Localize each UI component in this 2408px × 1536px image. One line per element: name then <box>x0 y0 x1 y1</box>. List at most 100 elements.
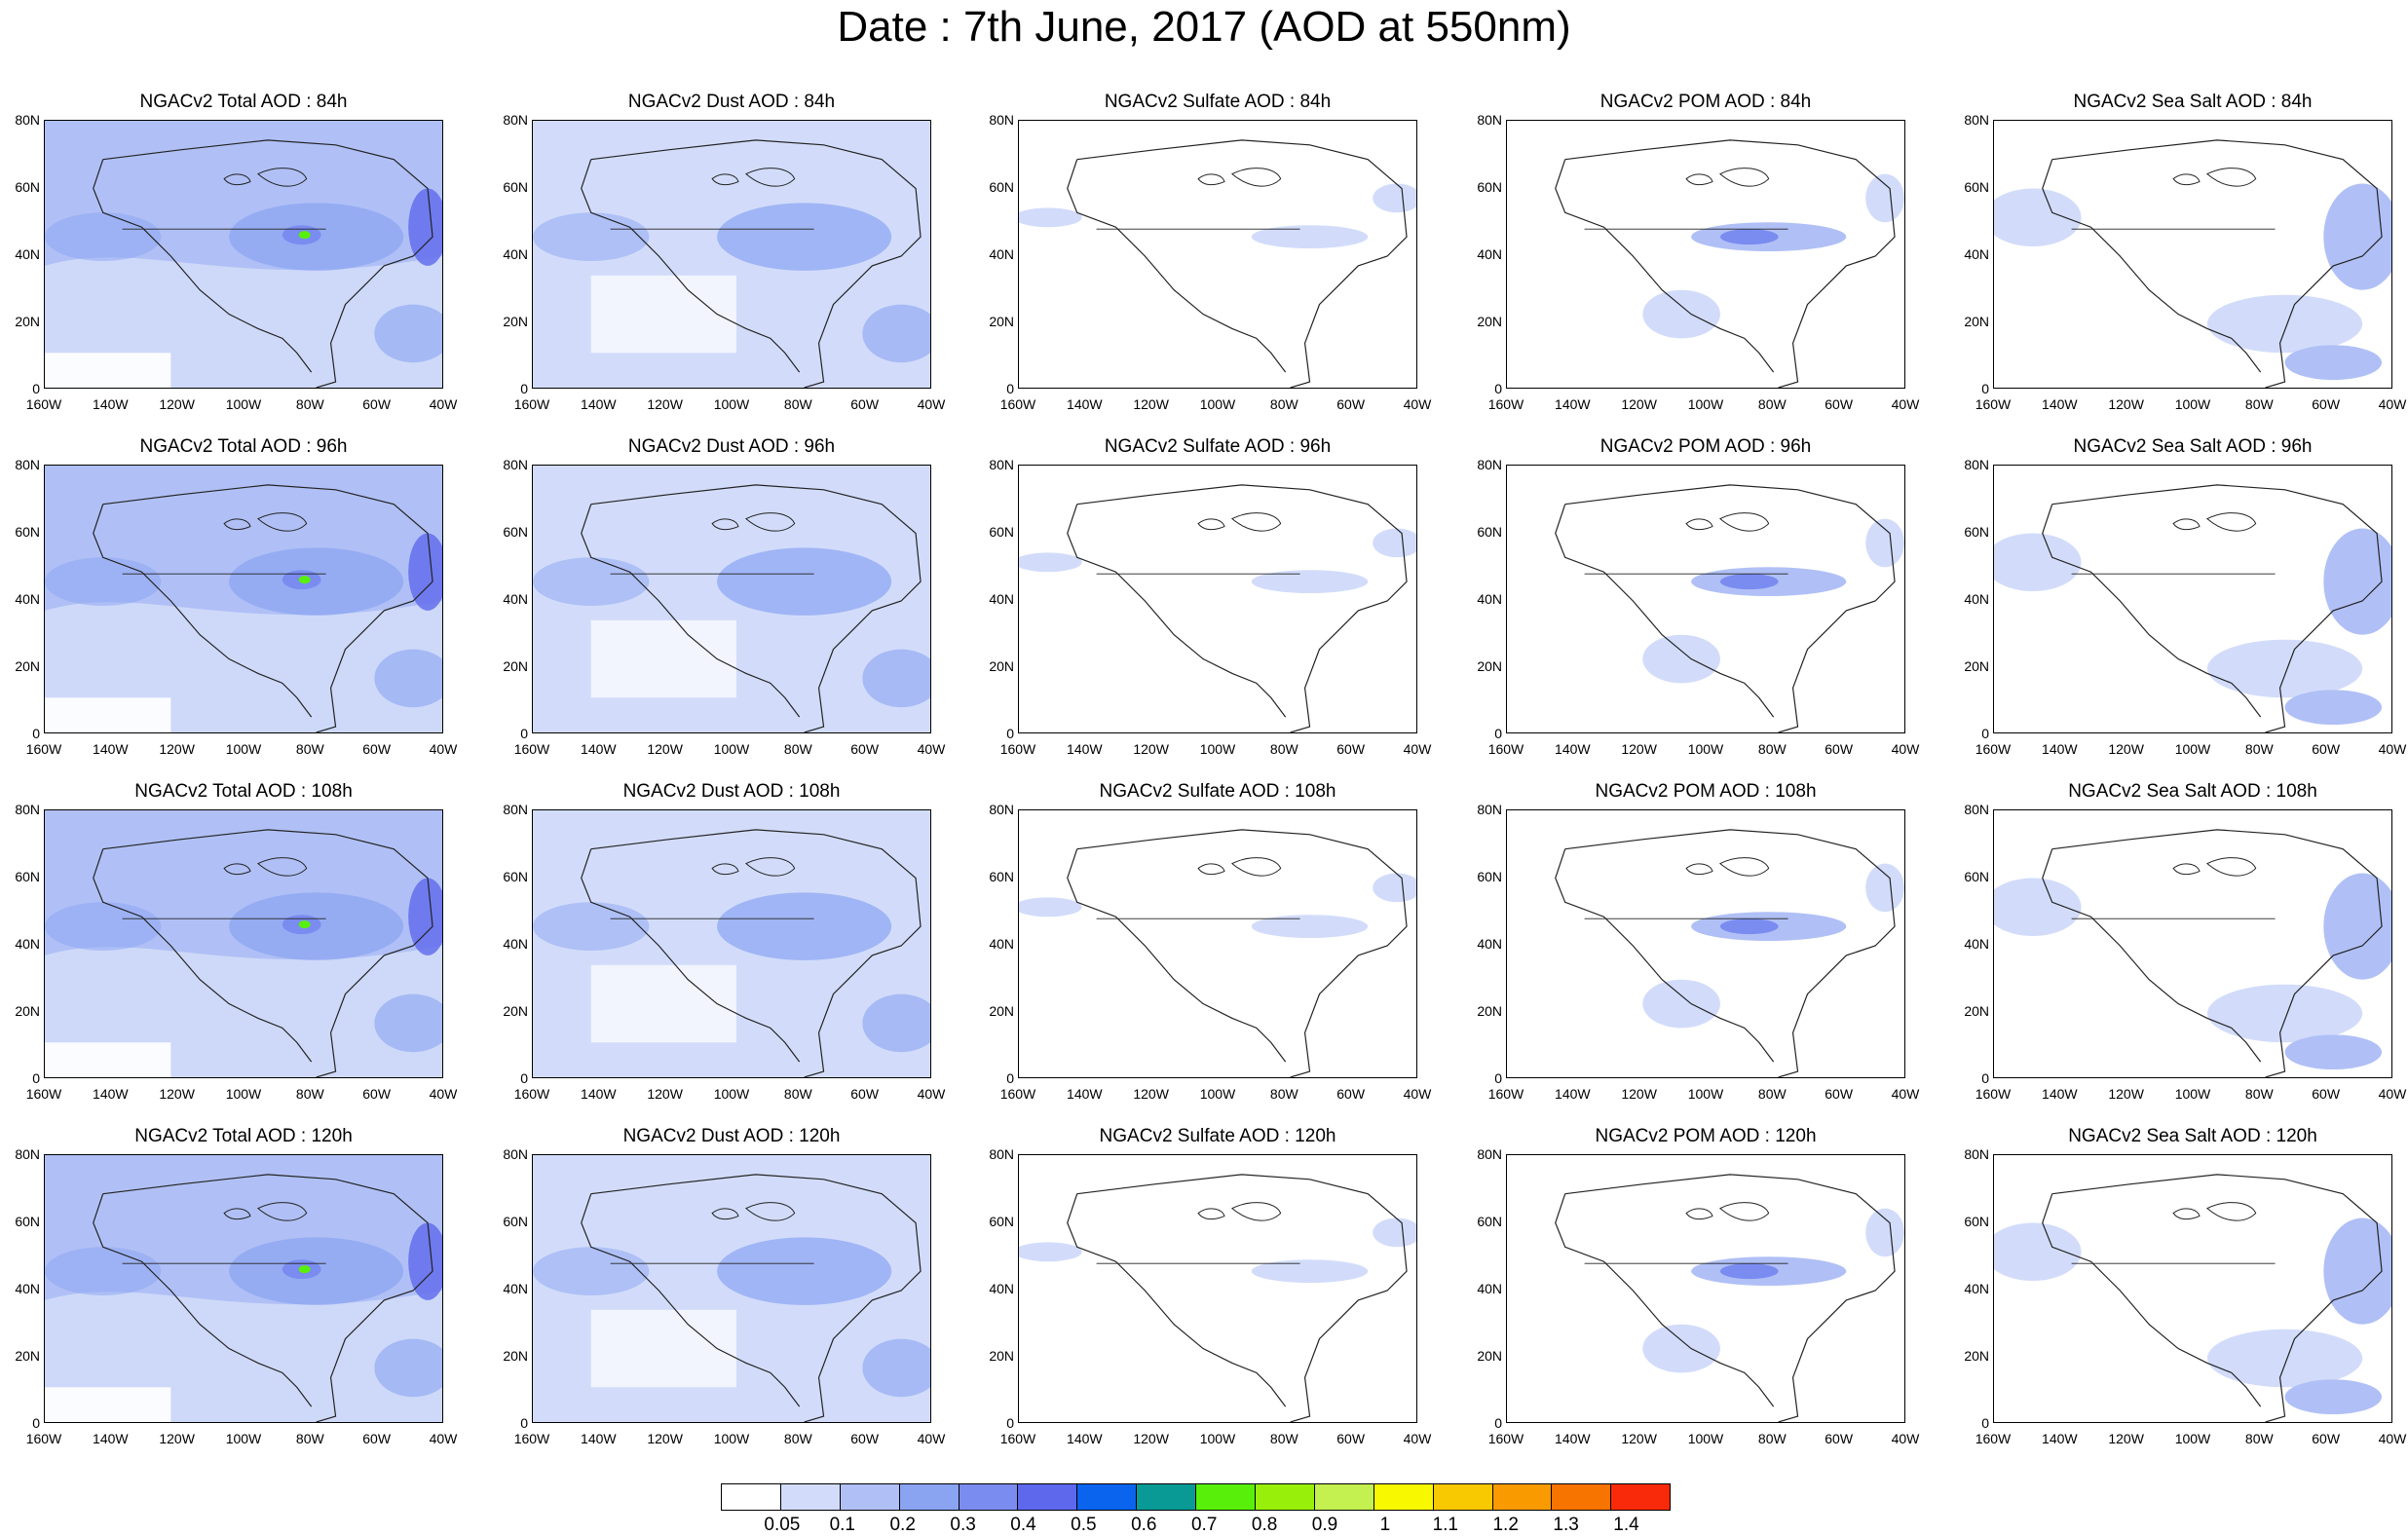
colorbar <box>721 1483 1672 1511</box>
colorbar-label: 1.3 <box>1553 1515 1579 1535</box>
y-tick-label: 0 <box>1006 726 1014 741</box>
x-tick-label: 120W <box>2108 396 2144 412</box>
y-tick-label: 60N <box>1964 869 1989 884</box>
panel-title: NGACv2 Dust AOD : 96h <box>627 436 836 457</box>
y-tick-label: 40N <box>503 591 528 607</box>
colorbar-label: 0.4 <box>1010 1515 1036 1535</box>
x-tick-label: 140W <box>2042 396 2078 412</box>
x-tick-label: 60W <box>2312 741 2341 757</box>
x-tick-label: 140W <box>2042 741 2078 757</box>
x-tick-label: 140W <box>1067 1431 1103 1446</box>
x-tick-label: 60W <box>850 1086 880 1102</box>
y-tick-label: 20N <box>503 1348 528 1364</box>
x-tick-label: 100W <box>225 396 262 412</box>
x-tick-label: 80W <box>295 396 324 412</box>
x-tick-label: 100W <box>1199 1086 1236 1102</box>
panel-title: NGACv2 Sea Salt AOD : 108h <box>2068 781 2317 802</box>
colorbar-label: 0.1 <box>829 1515 855 1535</box>
x-tick-label: 60W <box>362 1431 392 1446</box>
colorbar-label: 0.05 <box>764 1515 801 1535</box>
x-tick-label: 40W <box>1403 1086 1432 1102</box>
map-svg <box>1994 121 2391 388</box>
y-tick-label: 60N <box>1964 179 1989 195</box>
x-tick-label: 60W <box>362 396 392 412</box>
y-tick-label: 80N <box>1964 112 1989 128</box>
map-svg <box>1994 1155 2391 1422</box>
x-tick-label: 100W <box>225 1431 262 1446</box>
y-tick-label: 60N <box>989 869 1014 884</box>
colorbar-label: 1.2 <box>1492 1515 1519 1535</box>
panel-title: NGACv2 POM AOD : 96h <box>1599 436 1812 457</box>
main-title: Date : 7th June, 2017 (AOD at 550nm) <box>837 3 1571 51</box>
colorbar-cell <box>721 1483 781 1511</box>
x-tick-label: 80W <box>783 1086 812 1102</box>
y-tick-label: 40N <box>503 1281 528 1296</box>
x-tick-label: 120W <box>647 741 683 757</box>
y-tick-label: 20N <box>15 314 40 329</box>
x-tick-label: 140W <box>581 741 617 757</box>
x-tick-label: 40W <box>429 741 458 757</box>
x-tick-label: 140W <box>1555 741 1591 757</box>
map-svg <box>1507 121 1904 388</box>
x-tick-label: 100W <box>1687 1086 1724 1102</box>
map-svg <box>1994 810 2391 1077</box>
map-svg <box>533 810 930 1077</box>
colorbar-cell <box>898 1483 959 1511</box>
y-tick-label: 20N <box>989 1003 1014 1019</box>
map-svg <box>1019 121 1416 388</box>
panel-title: NGACv2 Sea Salt AOD : 84h <box>2073 92 2313 112</box>
y-tick-label: 0 <box>32 1415 40 1431</box>
x-tick-label: 100W <box>1199 741 1236 757</box>
x-tick-label: 60W <box>2312 1431 2341 1446</box>
x-tick-label: 80W <box>1269 741 1298 757</box>
x-tick-label: 100W <box>1687 741 1724 757</box>
x-tick-label: 100W <box>2174 396 2211 412</box>
panel-title: NGACv2 POM AOD : 108h <box>1595 781 1817 802</box>
y-tick-label: 20N <box>989 314 1014 329</box>
panel-title: NGACv2 Total AOD : 96h <box>139 436 348 457</box>
y-tick-label: 80N <box>15 1146 40 1162</box>
x-tick-label: 40W <box>917 1086 946 1102</box>
map-panel <box>1506 465 1905 733</box>
map-svg <box>1507 1155 1904 1422</box>
y-tick-label: 0 <box>1981 726 1989 741</box>
y-tick-label: 60N <box>15 869 40 884</box>
y-tick-label: 80N <box>1477 1146 1502 1162</box>
x-tick-label: 40W <box>429 1431 458 1446</box>
map-svg <box>1019 1155 1416 1422</box>
x-tick-label: 160W <box>999 1086 1036 1102</box>
y-tick-label: 0 <box>1006 1415 1014 1431</box>
x-tick-label: 40W <box>2378 1431 2407 1446</box>
map-panel <box>1506 1154 1905 1423</box>
y-tick-label: 0 <box>1494 381 1502 396</box>
y-tick-label: 0 <box>1494 1070 1502 1086</box>
x-tick-label: 80W <box>783 396 812 412</box>
x-tick-label: 60W <box>2312 396 2341 412</box>
x-tick-label: 40W <box>1891 1431 1920 1446</box>
x-tick-label: 120W <box>1621 1431 1657 1446</box>
x-tick-label: 160W <box>513 741 550 757</box>
colorbar-cell <box>1076 1483 1138 1511</box>
map-svg <box>1507 810 1904 1077</box>
colorbar-label: 0.2 <box>889 1515 916 1535</box>
y-tick-label: 80N <box>989 112 1014 128</box>
x-tick-label: 120W <box>2108 741 2144 757</box>
colorbar-label: 0.9 <box>1311 1515 1338 1535</box>
x-tick-label: 160W <box>25 741 62 757</box>
x-tick-label: 120W <box>1621 396 1657 412</box>
panel-title: NGACv2 Sea Salt AOD : 96h <box>2073 436 2313 457</box>
y-tick-label: 40N <box>1964 591 1989 607</box>
x-tick-label: 80W <box>1269 1086 1298 1102</box>
y-tick-label: 80N <box>503 802 528 817</box>
y-tick-label: 60N <box>1964 1214 1989 1229</box>
y-tick-label: 20N <box>989 1348 1014 1364</box>
map-panel <box>44 1154 443 1423</box>
y-tick-label: 0 <box>520 1415 528 1431</box>
colorbar-label: 1.4 <box>1613 1515 1639 1535</box>
y-tick-label: 80N <box>1964 1146 1989 1162</box>
x-tick-label: 120W <box>159 1431 195 1446</box>
colorbar-cell <box>1491 1483 1553 1511</box>
x-tick-label: 40W <box>2378 1086 2407 1102</box>
colorbar-label: 0.5 <box>1071 1515 1097 1535</box>
colorbar-label: 0.6 <box>1131 1515 1157 1535</box>
